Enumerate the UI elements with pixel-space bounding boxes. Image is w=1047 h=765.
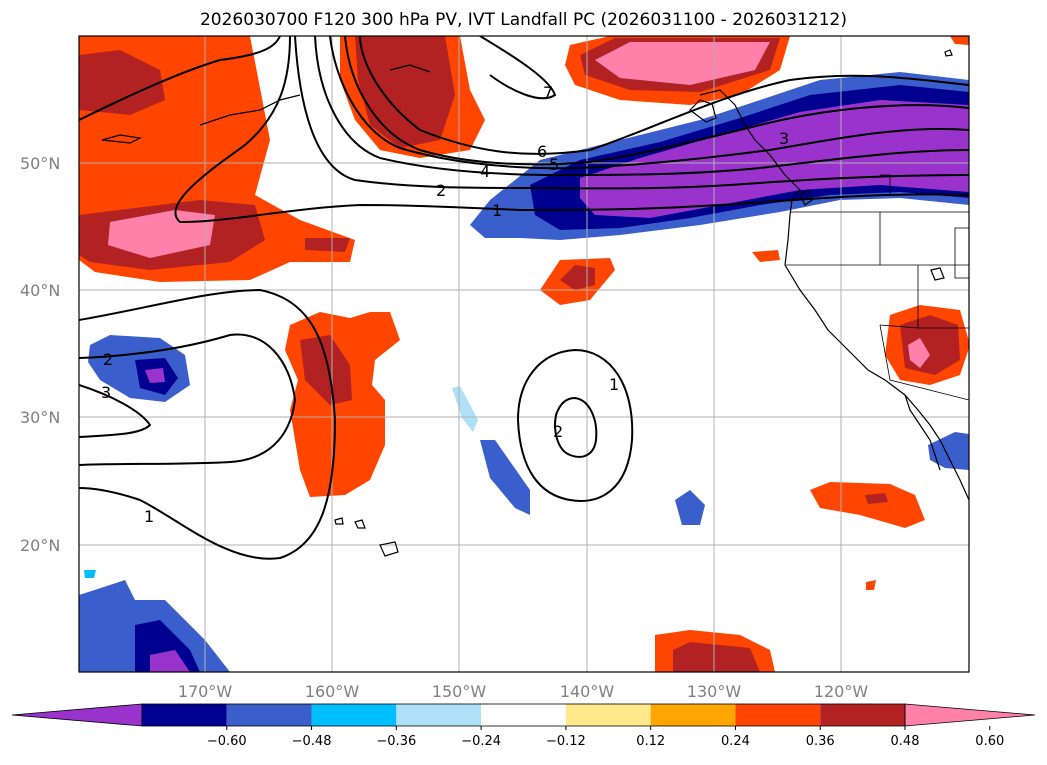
colorbar-segment <box>650 704 736 726</box>
colorbar-segment <box>820 704 905 726</box>
lat-label: 40°N <box>20 281 60 300</box>
colorbar-extend-max <box>904 703 1036 727</box>
lat-label: 50°N <box>20 154 60 173</box>
colorbar-segment <box>735 704 821 726</box>
colorbar-segment <box>311 704 397 726</box>
lat-label: 20°N <box>20 536 60 555</box>
lat-label: 30°N <box>20 408 60 427</box>
colorbar-tick-label: 0.36 <box>806 734 835 749</box>
graticule <box>79 36 969 672</box>
longitude-labels: 170°W 160°W 150°W 140°W 130°W 120°W <box>178 682 869 701</box>
contour-label: 3 <box>101 383 111 402</box>
lon-label: 120°W <box>814 682 869 701</box>
contour-label: 2 <box>553 422 563 441</box>
colorbar-tick-label: 0.48 <box>891 734 920 749</box>
colorbar-tick-label: 0.12 <box>636 734 665 749</box>
map-frame <box>78 35 970 673</box>
contour-label: 5 <box>549 155 559 174</box>
contour-label: 6 <box>537 142 547 161</box>
map-area: 1 2 4 5 6 7 3 1 2 3 1 2 <box>79 36 969 672</box>
contour-label: 4 <box>480 162 490 181</box>
contour-label: 7 <box>543 83 553 102</box>
colorbar-segment <box>481 704 566 726</box>
colorbar-tick-label: −0.36 <box>376 734 416 749</box>
colorbar-tick-label: −0.48 <box>292 734 332 749</box>
positive-anomaly-regions <box>79 36 969 672</box>
contour-label: 2 <box>436 181 446 200</box>
contour-label: 1 <box>609 375 619 394</box>
colorbar-tick-label: 0.24 <box>721 734 750 749</box>
lon-label: 130°W <box>687 682 742 701</box>
contour-labels: 1 2 4 5 6 7 3 1 2 3 1 2 <box>101 83 789 526</box>
colorbar-tick-label: −0.60 <box>207 734 247 749</box>
latitude-labels: 50°N 40°N 30°N 20°N <box>20 154 60 555</box>
colorbar: −0.60 −0.48 −0.36 −0.24 −0.12 0.12 0.24 0.36 0.4… <box>11 703 1036 749</box>
pv-contours <box>79 36 969 560</box>
colorbar-segment <box>142 704 227 726</box>
map-title: 2026030700 F120 300 hPa PV, IVT Landfall… <box>199 10 847 30</box>
lon-label: 150°W <box>432 682 487 701</box>
colorbar-tick-label: −0.12 <box>546 734 586 749</box>
colorbar-segment <box>396 704 482 726</box>
coastlines <box>101 49 969 557</box>
colorbar-tick-label: −0.24 <box>461 734 501 749</box>
colorbar-outline <box>141 703 906 727</box>
lon-label: 140°W <box>560 682 615 701</box>
political-borders <box>786 174 969 401</box>
negative-anomaly-regions <box>79 72 969 672</box>
contour-label: 1 <box>492 201 502 220</box>
colorbar-segment <box>226 704 312 726</box>
colorbar-tick-label: 0.60 <box>975 734 1004 749</box>
colorbar-extend-min <box>11 703 143 727</box>
contour-label: 3 <box>779 129 789 148</box>
lon-label: 170°W <box>178 682 233 701</box>
contour-label: 1 <box>144 507 154 526</box>
lon-label: 160°W <box>305 682 360 701</box>
contour-label: 2 <box>103 350 113 369</box>
colorbar-segment <box>565 704 651 726</box>
